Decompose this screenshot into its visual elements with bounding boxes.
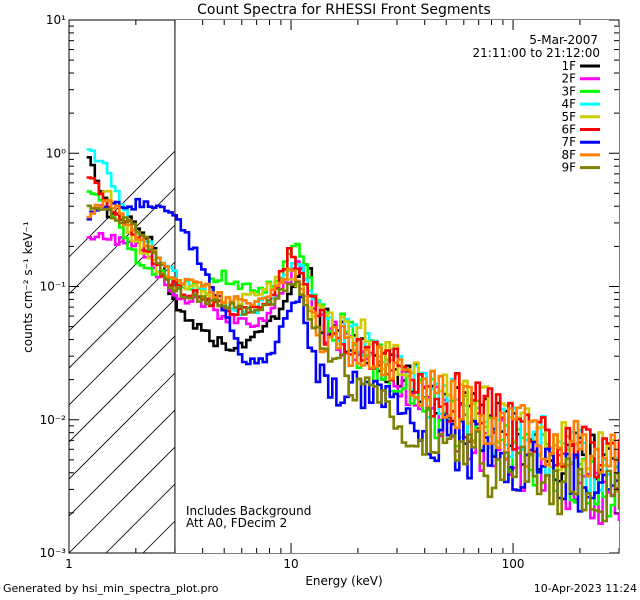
legend-label-4F: 4F xyxy=(561,97,576,111)
y-tick-label: 10⁰ xyxy=(46,146,66,160)
legend-label-5F: 5F xyxy=(561,110,576,124)
x-tick-label: 10 xyxy=(283,557,298,571)
y-tick-label: 10¹ xyxy=(46,13,66,27)
generated-by-footer: Generated by hsi_min_spectra_plot.pro xyxy=(3,582,219,595)
legend-label-7F: 7F xyxy=(561,135,576,149)
legend-label-3F: 3F xyxy=(561,84,576,98)
x-axis-label: Energy (keV) xyxy=(305,574,382,588)
x-tick-label: 1 xyxy=(65,557,73,571)
chart-title: Count Spectra for RHESSI Front Segments xyxy=(197,2,491,18)
date-label: 5-Mar-2007 xyxy=(529,33,598,47)
y-tick-label: 10⁻² xyxy=(40,413,67,427)
series-8F xyxy=(86,198,619,493)
attenuator-note: Att A0, FDecim 2 xyxy=(186,516,287,530)
y-tick-label: 10⁻³ xyxy=(40,546,67,560)
y-tick-label: 10⁻¹ xyxy=(40,280,67,294)
y-axis-label: counts cm⁻² s⁻¹ keV⁻¹ xyxy=(21,221,35,353)
render-timestamp: 10-Apr-2023 11:24 xyxy=(533,582,637,595)
background-note: Includes Background xyxy=(186,504,311,518)
series-7F xyxy=(86,197,619,513)
x-tick-label: 100 xyxy=(502,557,525,571)
legend-label-9F: 9F xyxy=(561,161,576,175)
time-range-label: 21:11:00 to 21:12:00 xyxy=(473,46,600,60)
legend-label-6F: 6F xyxy=(561,123,576,137)
axes-layer: 1 10 100 10¹ 10⁰ 10⁻¹ 10⁻² 10⁻³ xyxy=(40,13,620,571)
legend-label-8F: 8F xyxy=(561,148,576,162)
series-9F xyxy=(86,204,619,523)
hatch-line xyxy=(624,20,640,553)
legend-label-2F: 2F xyxy=(561,72,576,86)
series-layer xyxy=(86,148,619,525)
legend-label-1F: 1F xyxy=(561,59,576,73)
